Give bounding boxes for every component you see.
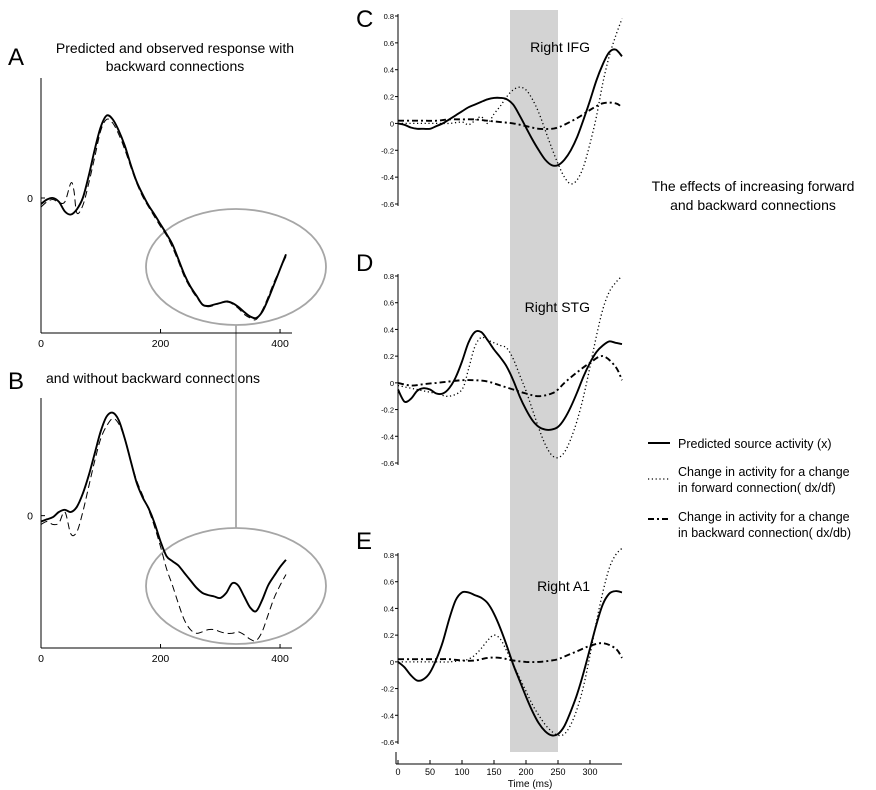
effects-annotation-line1: The effects of increasing forward [651,178,855,194]
shaded-interval [510,10,558,752]
y-tick-label-c: -0.6 [381,200,394,209]
series-solid-c [397,48,623,167]
y-tick-label-e: 0.2 [384,631,394,640]
legend-dashdot-line1: Change in activity for a change [678,510,850,524]
legend-dotted-line2: in forward connection( dx/df) [678,481,836,495]
x-tick-label-a: 200 [152,338,170,350]
y-tick-label-e: 0 [390,658,394,667]
y-tick-label-d: 0.6 [384,299,394,308]
y-tick-label-d: -0.2 [381,406,394,415]
y-tick-label-e: 0.8 [384,551,394,560]
legend-dashdot-line2: in backward connection( dx/db) [678,526,852,540]
series-solid-b [40,411,287,613]
panel-letter-b: B [8,368,25,395]
y-tick-label-c: 0.6 [384,39,394,48]
x-tick-label-e: 50 [425,767,435,777]
panel-letter-e: E [356,528,373,555]
x-tick-label-b: 400 [271,653,289,665]
x-tick-label-e: 150 [486,767,501,777]
series-solid-a [40,114,287,320]
y-tick-label-d: 0.4 [384,325,394,334]
legend-dotted-label: Change in activity for a change in forwa… [678,464,850,496]
x-tick-label-a: 400 [271,338,289,350]
series-solid-e [397,590,623,737]
y-tick-label-e: 0.4 [384,604,394,613]
x-tick-label-e: 100 [454,767,469,777]
region-label-c: Right IFG [530,39,590,55]
y-tick-label-e: -0.6 [381,738,394,747]
series-dotted-c [397,18,623,185]
y-tick-label-d: 0 [390,379,394,388]
series-dashed-b [40,418,287,642]
effects-annotation-line2: and backward connections [670,197,836,213]
x-tick-label-e: 250 [550,767,565,777]
x-tick-label-b: 200 [152,653,170,665]
y-tick-label-c: 0 [390,119,394,128]
series-dotted-e [398,547,623,737]
series-dashdot-e [397,642,623,663]
y-tick-label-a: 0 [27,193,33,205]
legend-dotted-line1: Change in activity for a change [678,465,850,479]
y-tick-label-e: -0.2 [381,685,394,694]
legend-solid-label: Predicted source activity (x) [678,437,832,451]
y-tick-label-e: 0.6 [384,578,394,587]
panel-a-title: Predicted and observed response with bac… [30,40,320,74]
y-tick-label-c: -0.2 [381,146,394,155]
series-dotted-d [397,275,623,459]
y-tick-label-d: 0.2 [384,352,394,361]
y-tick-label-d: -0.6 [381,459,394,468]
y-tick-label-c: 0.2 [384,93,394,102]
x-tick-label-e: 200 [518,767,533,777]
panel-a-title-line2: backward connections [105,58,245,74]
y-tick-label-c: 0.8 [384,12,394,21]
x-tick-label-e: 0 [395,767,400,777]
y-tick-label-b: 0 [27,511,33,523]
series-dashed-a [40,118,287,321]
y-tick-label-c: -0.4 [381,173,394,182]
x-tick-label-b: 0 [38,653,44,665]
x-tick-label-e: 300 [582,767,597,777]
legend-dashdot-swatch [648,518,670,520]
y-tick-label-d: -0.4 [381,432,394,441]
highlight-ellipse-a [145,208,327,326]
legend-solid-swatch [648,442,670,444]
panel-letter-c: C [356,6,374,33]
x-tick-label-a: 0 [38,338,44,350]
panel-b-title: and without backward connections [46,370,261,386]
panel-letter-a: A [8,44,25,71]
legend-dashdot-label: Change in activity for a change in backw… [678,509,851,541]
x-axis-label-e: Time (ms) [508,779,553,790]
panel-a-title-line1: Predicted and observed response with [55,40,295,56]
region-label-d: Right STG [525,299,590,315]
panel-letter-d: D [356,250,374,277]
y-tick-label-d: 0.8 [384,272,394,281]
y-tick-label-c: 0.4 [384,66,394,75]
series-dashdot-c [397,101,623,130]
effects-annotation: The effects of increasing forward and ba… [630,178,876,213]
y-tick-label-e: -0.4 [381,711,394,720]
region-label-e: Right A1 [537,578,590,594]
